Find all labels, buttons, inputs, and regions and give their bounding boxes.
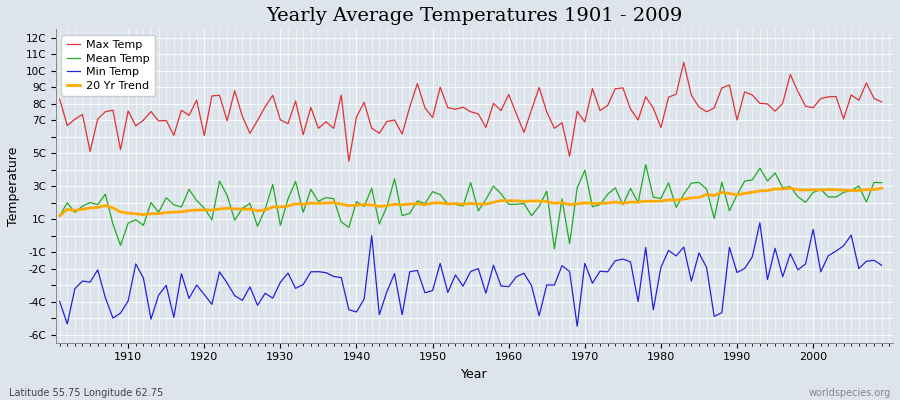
Mean Temp: [115, 243, 126, 248]
20 Yr Trend: [283, 204, 293, 208]
Min Temp: [877, 263, 887, 268]
X-axis label: Year: Year: [461, 368, 488, 381]
20 Yr Trend: [328, 200, 339, 205]
Mean Temp: [283, 197, 293, 202]
Min Temp: [754, 220, 765, 225]
Mean Temp: [503, 202, 514, 207]
Max Temp: [679, 60, 689, 65]
20 Yr Trend: [595, 201, 606, 206]
Text: Latitude 55.75 Longitude 62.75: Latitude 55.75 Longitude 62.75: [9, 388, 163, 398]
Mean Temp: [640, 162, 651, 167]
Line: 20 Yr Trend: 20 Yr Trend: [59, 188, 882, 216]
Min Temp: [503, 284, 514, 289]
20 Yr Trend: [877, 186, 887, 190]
Min Temp: [283, 271, 293, 276]
Min Temp: [572, 324, 582, 329]
Mean Temp: [549, 246, 560, 251]
Line: Min Temp: Min Temp: [59, 223, 882, 326]
Min Temp: [54, 299, 65, 304]
Text: worldspecies.org: worldspecies.org: [809, 388, 891, 398]
Mean Temp: [328, 196, 339, 201]
Max Temp: [283, 121, 293, 126]
Min Temp: [602, 270, 613, 274]
Min Temp: [115, 311, 126, 316]
20 Yr Trend: [496, 198, 507, 203]
Title: Yearly Average Temperatures 1901 - 2009: Yearly Average Temperatures 1901 - 2009: [266, 7, 682, 25]
Mean Temp: [496, 192, 507, 196]
Mean Temp: [54, 213, 65, 218]
Mean Temp: [602, 192, 613, 197]
Mean Temp: [877, 180, 887, 185]
20 Yr Trend: [503, 198, 514, 203]
Y-axis label: Temperature: Temperature: [7, 146, 20, 226]
Max Temp: [511, 111, 522, 116]
Line: Mean Temp: Mean Temp: [59, 164, 882, 249]
20 Yr Trend: [54, 213, 65, 218]
Max Temp: [115, 147, 126, 152]
Max Temp: [503, 92, 514, 97]
Max Temp: [344, 159, 355, 164]
Line: Max Temp: Max Temp: [59, 62, 882, 161]
Min Temp: [328, 274, 339, 279]
Min Temp: [496, 284, 507, 288]
Max Temp: [877, 100, 887, 104]
Max Temp: [54, 97, 65, 102]
Max Temp: [602, 103, 613, 108]
Legend: Max Temp, Mean Temp, Min Temp, 20 Yr Trend: Max Temp, Mean Temp, Min Temp, 20 Yr Tre…: [61, 35, 155, 96]
Max Temp: [328, 126, 339, 131]
20 Yr Trend: [115, 210, 126, 214]
20 Yr Trend: [785, 186, 796, 190]
